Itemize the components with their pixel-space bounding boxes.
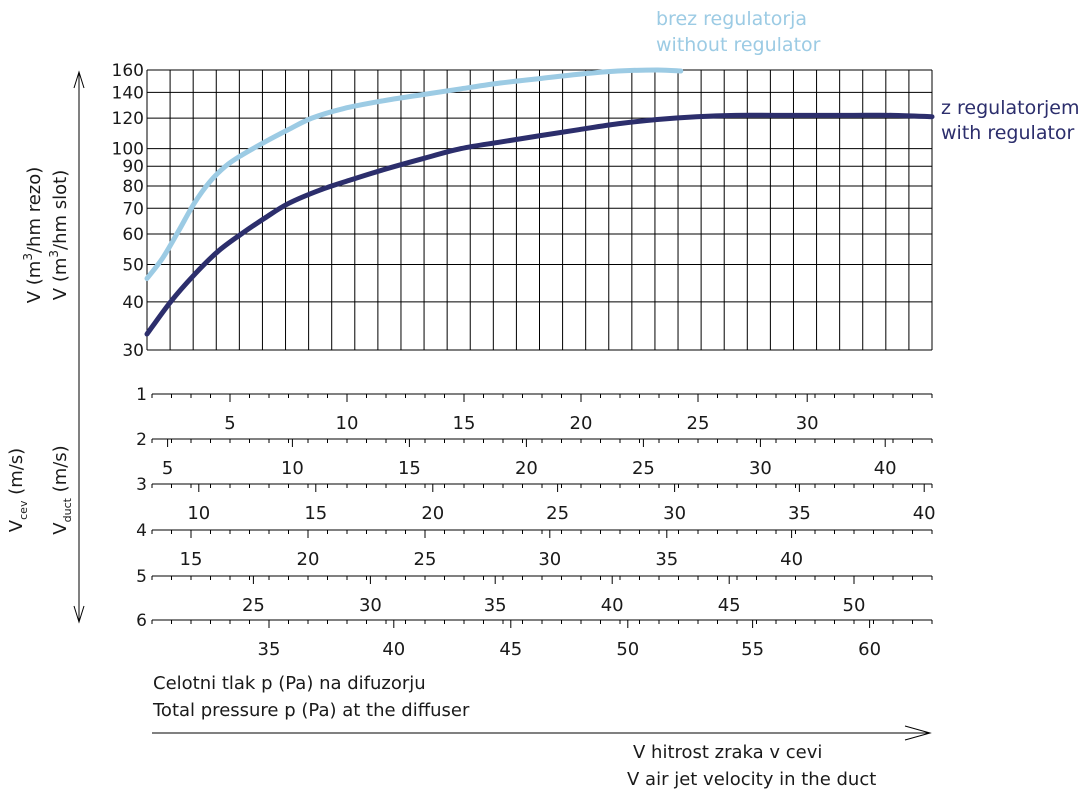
y-tick-label: 120: [112, 109, 144, 129]
pressure-tick-label: 40: [913, 503, 936, 524]
pressure-scale-number: 5: [136, 567, 147, 587]
pressure-tick-label: 35: [655, 549, 678, 570]
series-line-2: [144, 112, 935, 337]
pressure-tick-label: 25: [242, 595, 265, 616]
pressure-tick-label: 40: [780, 549, 803, 570]
pressure-tick-label: 10: [281, 458, 304, 479]
pressure-scale-number: 2: [136, 430, 147, 450]
pressure-tick-label: 25: [687, 413, 710, 434]
pressure-tick-label: 35: [484, 595, 507, 616]
y-tick-label: 40: [122, 293, 144, 313]
pressure-tick-label: 50: [616, 639, 639, 660]
velocity-label-line-2: Vduct (m/s): [50, 445, 74, 534]
pressure-tick-label: 25: [632, 458, 655, 479]
pressure-scale-number: 4: [136, 521, 147, 541]
pressure-tick-label: 20: [421, 503, 444, 524]
y-tick-label: 100: [112, 140, 144, 160]
velocity-label-line-1: Vcev (m/s): [6, 448, 30, 532]
pressure-tick-label: 30: [359, 595, 382, 616]
y-tick-label: 60: [122, 225, 144, 245]
x-axis-arrow-icon: [904, 725, 932, 741]
pressure-label-line-2: Total pressure p (Pa) at the diffuser: [152, 700, 470, 721]
pressure-tick-label: 40: [874, 458, 897, 479]
pressure-tick-label: 35: [258, 639, 281, 660]
series-label: without regulator: [656, 34, 821, 56]
pressure-tick-label: 55: [741, 639, 764, 660]
pressure-tick-label: 40: [601, 595, 624, 616]
pressure-tick-label: 25: [414, 549, 437, 570]
pressure-tick-label: 35: [788, 503, 811, 524]
pressure-tick-label: 30: [538, 549, 561, 570]
pressure-tick-label: 20: [297, 549, 320, 570]
series-label: with regulator: [941, 122, 1075, 144]
y-axis-arrow-down-icon: [73, 605, 85, 624]
y-axis-arrow-up-icon: [73, 70, 85, 89]
pressure-tick-label: 30: [796, 413, 819, 434]
pressure-tick-label: 45: [499, 639, 522, 660]
pressure-tick-label: 5: [224, 413, 235, 434]
pressure-tick-label: 40: [382, 639, 405, 660]
pressure-scale-number: 6: [136, 611, 147, 631]
y-tick-label: 140: [112, 83, 144, 103]
series-line-1: [144, 67, 684, 282]
x-axis-label-line-1: V hitrost zraka v cevi: [633, 742, 822, 763]
pressure-tick-label: 25: [546, 503, 569, 524]
pressure-tick-label: 5: [162, 458, 173, 479]
y-tick-label: 30: [122, 341, 144, 361]
y-tick-label: 80: [122, 177, 144, 197]
pressure-tick-label: 30: [663, 503, 686, 524]
pressure-tick-label: 15: [453, 413, 476, 434]
pressure-scale-number: 1: [136, 385, 147, 405]
pressure-tick-label: 20: [515, 458, 538, 479]
pressure-tick-label: 15: [304, 503, 327, 524]
pressure-tick-label: 45: [718, 595, 741, 616]
series-label: z regulatorjem: [941, 97, 1079, 119]
grid: [146, 69, 933, 351]
y-axis-label-line-1: V (m3/hm rezo): [21, 167, 45, 304]
y-tick-label: 70: [122, 199, 144, 219]
x-axis-label-line-2: V air jet velocity in the duct: [627, 769, 876, 790]
pressure-tick-label: 20: [570, 413, 593, 434]
y-tick-label: 90: [122, 157, 144, 177]
pressure-tick-label: 15: [180, 549, 203, 570]
y-tick-label: 160: [112, 61, 144, 81]
pressure-tick-label: 50: [843, 595, 866, 616]
pressure-tick-label: 10: [187, 503, 210, 524]
y-axis-label-line-2: V (m3/hm slot): [47, 170, 71, 300]
series-label: brez regulatorja: [656, 8, 807, 30]
pressure-scale-number: 3: [136, 475, 147, 495]
pressure-tick-label: 10: [336, 413, 359, 434]
pressure-tick-label: 15: [398, 458, 421, 479]
pressure-tick-label: 30: [749, 458, 772, 479]
pressure-tick-label: 60: [858, 639, 881, 660]
y-tick-label: 50: [122, 256, 144, 276]
pressure-label-line-1: Celotni tlak p (Pa) na difuzorju: [153, 673, 426, 694]
